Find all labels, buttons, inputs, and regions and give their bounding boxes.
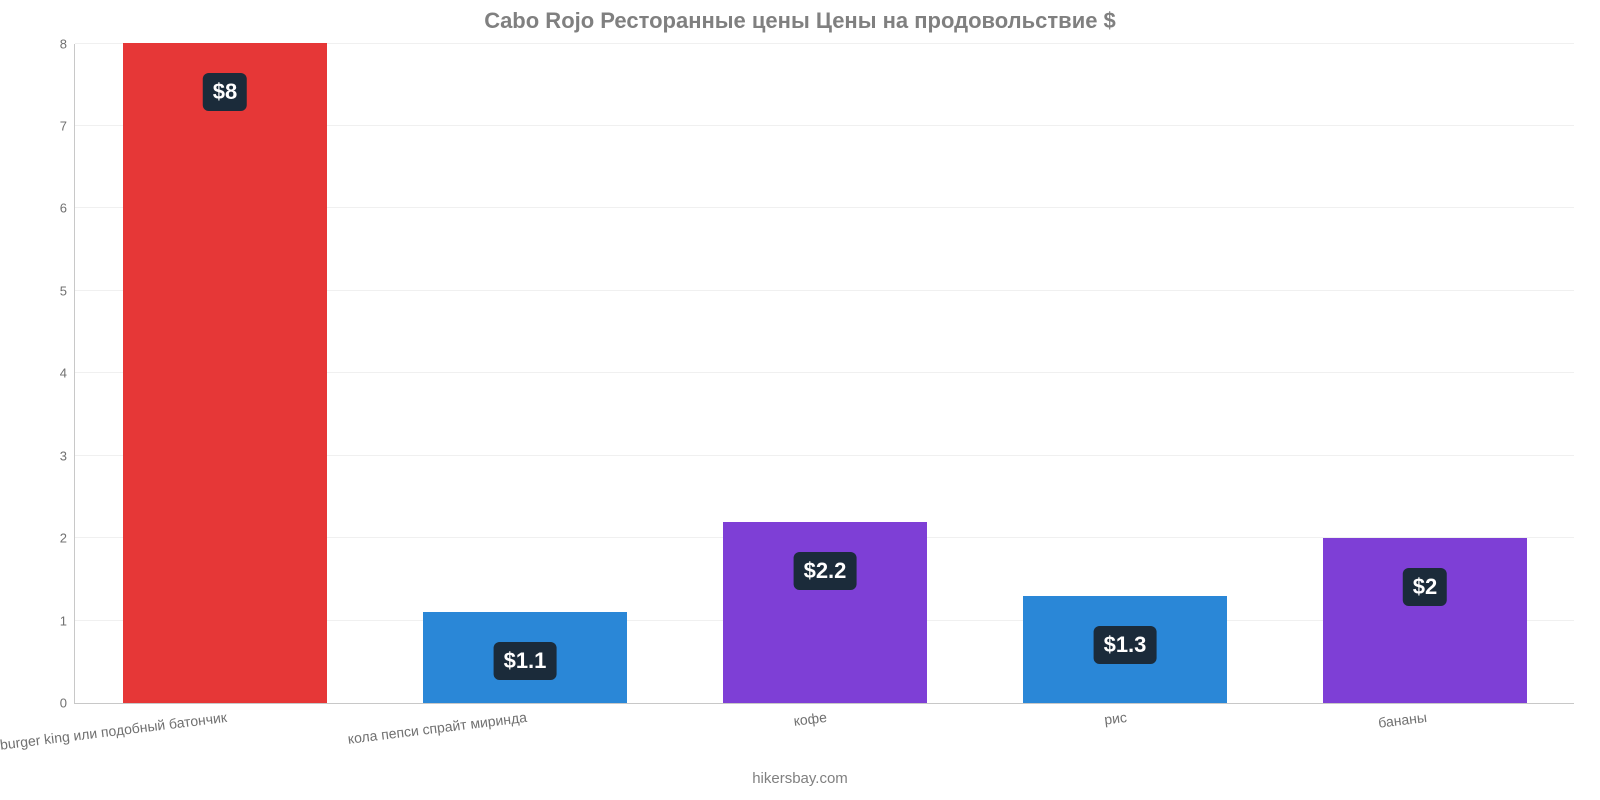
x-tick-label: кофе — [792, 703, 828, 729]
y-tick-label: 6 — [60, 201, 75, 216]
plot-area: 012345678$8mac burger king или подобный … — [74, 44, 1574, 704]
y-tick-label: 2 — [60, 531, 75, 546]
y-tick-label: 1 — [60, 613, 75, 628]
bar-value-label: $2.2 — [794, 552, 857, 590]
chart-title: Cabo Rojo Ресторанные цены Цены на продо… — [0, 8, 1600, 34]
x-tick-label: кола пепси спрайт миринда — [346, 703, 528, 747]
x-tick-label: mac burger king или подобный батончик — [0, 703, 228, 756]
bar-value-label: $2 — [1403, 568, 1447, 606]
x-tick-label: рис — [1103, 703, 1128, 728]
bar-value-label: $1.3 — [1094, 626, 1157, 664]
bar: $2.2 — [723, 522, 927, 704]
bar-value-label: $8 — [203, 73, 247, 111]
bar-value-label: $1.1 — [494, 642, 557, 680]
y-tick-label: 5 — [60, 283, 75, 298]
bar: $1.3 — [1023, 596, 1227, 703]
bar: $1.1 — [423, 612, 627, 703]
price-bar-chart: Cabo Rojo Ресторанные цены Цены на продо… — [0, 0, 1600, 800]
bar: $8 — [123, 43, 327, 703]
x-tick-label: бананы — [1377, 703, 1428, 731]
y-tick-label: 7 — [60, 118, 75, 133]
y-tick-label: 3 — [60, 448, 75, 463]
y-tick-label: 4 — [60, 366, 75, 381]
y-tick-label: 0 — [60, 696, 75, 711]
y-tick-label: 8 — [60, 37, 75, 52]
bar: $2 — [1323, 538, 1527, 703]
chart-credit: hikersbay.com — [0, 770, 1600, 787]
